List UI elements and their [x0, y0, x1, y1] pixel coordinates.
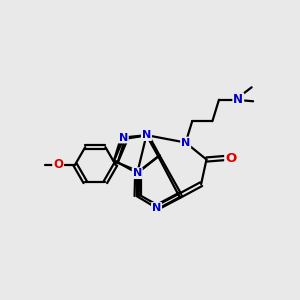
Text: N: N	[118, 133, 128, 142]
Text: N: N	[152, 203, 161, 213]
Text: N: N	[233, 93, 243, 106]
Text: N: N	[142, 130, 151, 140]
Text: O: O	[53, 158, 63, 171]
Text: N: N	[133, 168, 142, 178]
Text: N: N	[181, 138, 190, 148]
Text: O: O	[225, 152, 236, 164]
